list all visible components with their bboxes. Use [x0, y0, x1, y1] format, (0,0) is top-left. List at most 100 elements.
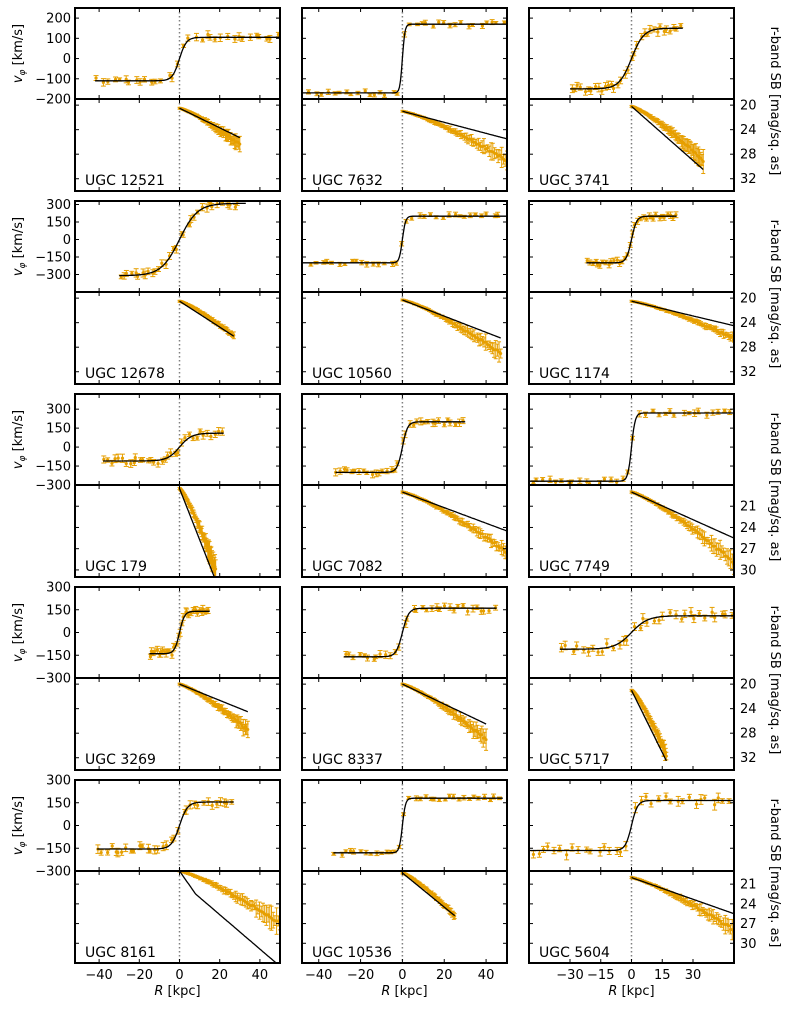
- velocity-point: [722, 408, 728, 413]
- velocity-point: [123, 843, 129, 853]
- panel-ugc-5717: UGC 5717 20 24 28 32 r-band SB [mag/sq. as]: [528, 586, 782, 771]
- galaxy-label: UGC 12678: [85, 366, 165, 382]
- x-axis-label: R [kpc]: [608, 984, 654, 999]
- x-tick-label: 40: [478, 968, 495, 983]
- velocity-point: [115, 847, 121, 858]
- sb-tick-label: 20: [740, 292, 757, 307]
- surface-brightness-plot: [629, 678, 669, 770]
- x-tick-label: −15: [587, 968, 614, 983]
- sb-frame: [301, 484, 508, 578]
- velocity-point: [465, 607, 471, 616]
- velocity-axis-label: vφ [km/s]: [11, 410, 28, 469]
- sb-point: [728, 549, 733, 569]
- galaxy-label: UGC 1174: [539, 366, 610, 382]
- galaxy-label: UGC 5717: [539, 752, 610, 768]
- x-tick-label: −40: [305, 968, 332, 983]
- galaxy-label: UGC 10560: [312, 366, 392, 382]
- velocity-point: [353, 258, 359, 263]
- velocity-point: [603, 82, 609, 91]
- sb-point: [458, 130, 463, 140]
- velocity-point: [306, 89, 312, 95]
- velocity-point: [608, 476, 614, 483]
- velocity-tick-label: −200: [35, 93, 71, 108]
- velocity-axis-unit: [km/s]: [11, 603, 26, 649]
- sb-tick-label: 27: [740, 917, 757, 932]
- panel-ugc-12521: UGC 12521 −200 −100 0 100 200 vφ [km/s]: [11, 7, 281, 192]
- sb-tick-label: 24: [740, 521, 757, 536]
- velocity-tick-label: −300: [35, 672, 71, 687]
- sb-axis-label: r-band SB [mag/sq. as]: [767, 27, 782, 176]
- velocity-point: [201, 800, 207, 806]
- velocity-point: [367, 93, 373, 98]
- velocity-point: [558, 642, 564, 653]
- panel-ugc-8337: UGC 8337: [301, 586, 508, 771]
- velocity-model-curve: [335, 421, 466, 474]
- velocity-plot: [333, 394, 466, 485]
- surface-brightness-plot: [177, 99, 242, 191]
- sb-tick-label: 24: [740, 316, 757, 331]
- velocity-point: [197, 428, 203, 434]
- velocity-point: [597, 846, 603, 857]
- x-tick-label: −20: [347, 968, 374, 983]
- velocity-point: [194, 435, 200, 441]
- velocity-point: [139, 843, 145, 849]
- galaxy-label: UGC 179: [85, 559, 147, 575]
- velocity-point: [698, 794, 704, 805]
- galaxy-label: UGC 8337: [312, 752, 383, 768]
- sb-tick-label: 24: [740, 702, 757, 717]
- velocity-point: [595, 648, 601, 656]
- velocity-model-curve: [149, 610, 210, 655]
- x-axis-label: R [kpc]: [154, 984, 200, 999]
- surface-brightness-plot: [400, 292, 503, 384]
- sb-tick-label: 28: [740, 148, 757, 163]
- x-axis-var: R: [381, 984, 390, 999]
- velocity-point: [232, 35, 238, 43]
- velocity-point: [643, 792, 649, 801]
- sb-tick-label: 21: [740, 500, 757, 515]
- velocity-point: [562, 640, 568, 651]
- surface-brightness-plot: [400, 871, 457, 963]
- velocity-axis-var: v: [11, 654, 26, 662]
- sb-axis-label: r-band SB [mag/sq. as]: [767, 220, 782, 369]
- velocity-axis-sub: φ: [18, 455, 28, 461]
- velocity-frame: [74, 200, 281, 293]
- velocity-tick-label: 100: [46, 32, 71, 47]
- velocity-tick-label: 300: [46, 774, 71, 789]
- velocity-point: [425, 419, 431, 425]
- x-axis-label: R [kpc]: [381, 984, 427, 999]
- sb-tick-label: 21: [740, 878, 757, 893]
- velocity-plot: [529, 780, 734, 871]
- x-tick-label: 20: [211, 968, 228, 983]
- sb-model-line: [179, 683, 249, 713]
- sb-tick-label: 30: [740, 937, 757, 952]
- velocity-point: [200, 37, 206, 43]
- x-tick-label: −40: [85, 968, 112, 983]
- x-tick-label: −30: [556, 968, 583, 983]
- sb-axis-label: r-band SB [mag/sq. as]: [767, 413, 782, 562]
- velocity-tick-label: 300: [46, 581, 71, 596]
- velocity-model-curve: [586, 215, 677, 264]
- velocity-model-curve: [97, 801, 234, 850]
- x-tick-label: −20: [126, 968, 153, 983]
- velocity-point: [98, 849, 104, 856]
- velocity-point: [383, 650, 389, 659]
- velocity-point: [614, 846, 620, 855]
- velocity-tick-label: 150: [46, 796, 71, 811]
- sb-point: [712, 538, 717, 555]
- x-tick-label: 0: [398, 968, 406, 983]
- velocity-axis-label: vφ [km/s]: [11, 603, 28, 662]
- velocity-axis-label: vφ [km/s]: [11, 796, 28, 855]
- galaxy-label: UGC 7082: [312, 559, 383, 575]
- sb-frame: [301, 677, 508, 771]
- velocity-axis-var: v: [11, 461, 26, 469]
- velocity-tick-label: 200: [46, 12, 71, 27]
- velocity-point: [693, 799, 699, 809]
- velocity-point: [667, 28, 673, 35]
- velocity-point: [441, 421, 447, 428]
- velocity-point: [417, 212, 423, 219]
- velocity-point: [337, 467, 343, 475]
- velocity-model-curve: [302, 23, 507, 94]
- sb-point: [450, 511, 455, 519]
- velocity-point: [675, 795, 681, 807]
